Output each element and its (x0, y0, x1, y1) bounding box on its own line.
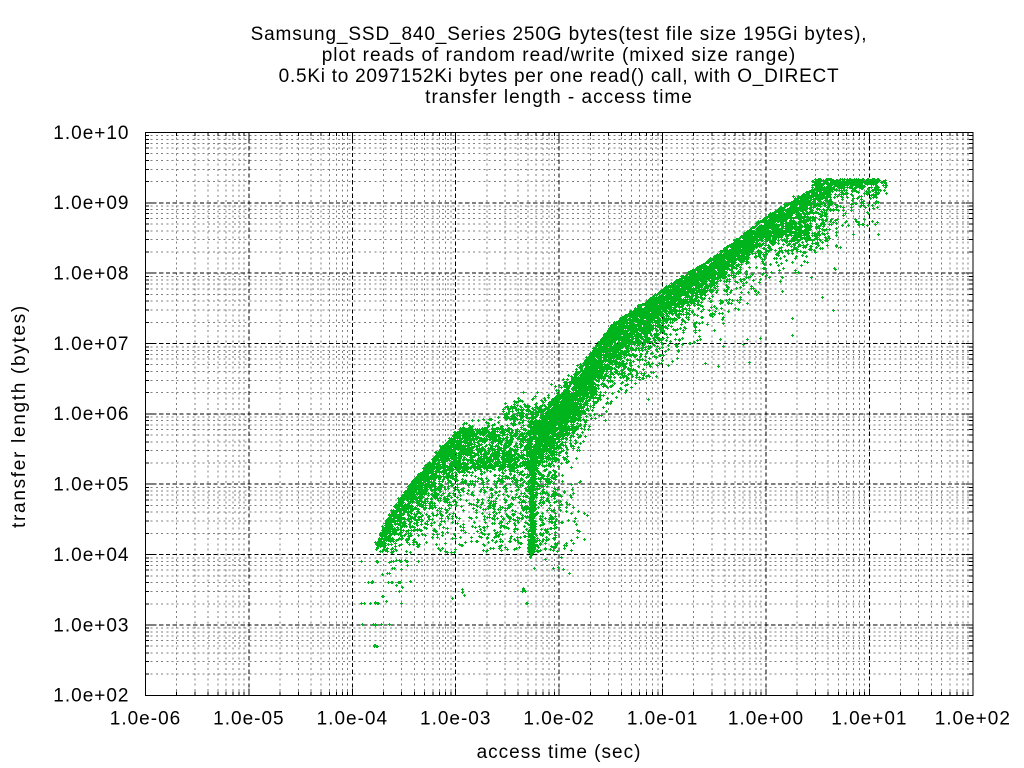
svg-text:1.0e-05: 1.0e-05 (213, 709, 284, 730)
svg-text:1.0e-02: 1.0e-02 (523, 709, 594, 730)
svg-text:1.0e+04: 1.0e+04 (53, 545, 129, 566)
svg-text:Samsung_SSD_840_Series 250G by: Samsung_SSD_840_Series 250G bytes(test f… (251, 24, 868, 45)
svg-text:1.0e+05: 1.0e+05 (53, 475, 129, 496)
svg-text:transfer length - access time: transfer length - access time (425, 87, 693, 108)
svg-text:access time (sec): access time (sec) (477, 742, 642, 763)
svg-text:plot reads of random read/writ: plot reads of random read/write (mixed s… (322, 45, 797, 66)
svg-text:1.0e+02: 1.0e+02 (935, 709, 1011, 730)
svg-text:1.0e+10: 1.0e+10 (53, 123, 129, 144)
svg-text:1.0e+02: 1.0e+02 (53, 686, 129, 707)
svg-text:1.0e+08: 1.0e+08 (53, 264, 129, 285)
svg-text:1.0e+07: 1.0e+07 (53, 334, 129, 355)
svg-text:1.0e+09: 1.0e+09 (53, 193, 129, 214)
svg-text:1.0e+03: 1.0e+03 (53, 615, 129, 636)
svg-text:1.0e-04: 1.0e-04 (317, 709, 388, 730)
svg-text:1.0e+01: 1.0e+01 (831, 709, 907, 730)
svg-text:1.0e-01: 1.0e-01 (627, 709, 698, 730)
svg-text:1.0e+06: 1.0e+06 (53, 404, 129, 425)
svg-text:transfer length (bytes): transfer length (bytes) (9, 304, 30, 528)
svg-text:1.0e-03: 1.0e-03 (420, 709, 491, 730)
svg-text:1.0e+00: 1.0e+00 (728, 709, 804, 730)
svg-text:1.0e-06: 1.0e-06 (110, 709, 181, 730)
svg-text:0.5Ki to 2097152Ki bytes per o: 0.5Ki to 2097152Ki bytes per one read() … (279, 66, 840, 87)
